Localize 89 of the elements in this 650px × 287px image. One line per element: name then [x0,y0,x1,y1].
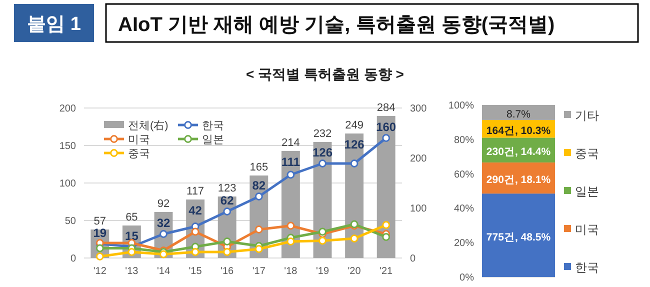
y-tick-label: 20% [454,238,474,250]
y-tick-label: 200 [59,104,76,114]
y2-tick-label: 200 [410,154,428,164]
point [128,248,136,256]
x-tick-label: '12 [93,266,107,277]
data-label: 62 [220,194,234,208]
data-label: 82 [252,178,266,192]
annotation: 붙임 1 [14,4,94,42]
legend-label: 중국 [128,148,150,160]
y-tick-label: 100 [59,178,76,190]
point [382,221,390,229]
bar [482,105,555,120]
data-label: 123 [218,182,236,194]
y2-tick-label: 0 [410,254,416,264]
y-tick-label: 40% [454,204,474,215]
legend-label: 일본 [575,184,599,198]
point [96,244,104,252]
point [382,134,390,142]
legend-label: 한국 [575,260,599,274]
bar [376,116,396,258]
point [286,170,295,179]
data-label: 126 [344,138,365,152]
point [160,250,168,258]
data-label: 775건, 48.5% [486,231,552,244]
point [382,233,390,241]
data-label: 160 [376,120,396,134]
chart-title: AIoT 기반 재해 예방 기술, 특허출원 동향(국적별) [118,14,555,36]
legend-label: 미국 [128,134,150,146]
x-tick-label: '20 [348,266,362,277]
point [350,160,358,168]
data-label: 65 [126,212,138,224]
y-tick-label: 100% [448,100,474,112]
y-tick-label: 80% [454,134,474,146]
bar [482,194,555,277]
data-label: 111 [281,155,300,169]
chart-subtitle: < 국적별 특허출원 동향 > [246,66,404,82]
point [286,222,295,230]
point [254,192,263,200]
data-label: 15 [125,228,139,243]
y-tick-label: 150 [59,141,76,152]
point [286,238,295,246]
legend-label: 기타 [575,108,599,122]
data-label: 214 [282,137,300,149]
y2-tick-label: 300 [410,104,428,114]
x-tick-label: '14 [156,266,170,277]
point [191,228,200,236]
data-label: 232 [313,128,332,140]
data-label: 290건, 18.1% [486,174,552,186]
y-tick-label: 0 [70,254,76,264]
point [318,228,326,236]
data-label: 92 [157,198,170,210]
point [350,234,358,242]
legend-label: 미국 [575,222,599,236]
point [318,160,326,168]
y-tick-label: 60% [454,169,474,180]
data-label: 42 [188,204,202,218]
point [254,226,263,234]
data-label: 164건, 10.3% [486,124,552,137]
legend-label: 중국 [575,146,599,160]
data-label: 32 [156,216,170,230]
y2-tick-label: 100 [410,204,428,214]
point [223,238,232,246]
data-label: 117 [186,186,204,198]
point [254,245,263,253]
y-tick-label: 0% [460,272,474,284]
point [160,230,168,238]
point [223,248,232,256]
x-tick-label: '19 [316,266,330,277]
legend-label: 한국 [202,120,224,132]
data-label: 57 [94,216,106,228]
y-tick-label: 50 [64,216,76,227]
x-tick-label: '21 [380,266,394,277]
x-tick-label: '17 [252,266,266,277]
point [318,236,326,245]
data-label: 19 [93,226,107,240]
data-label: 249 [345,120,364,132]
point [223,208,232,216]
x-tick-label: '16 [220,266,234,277]
point [96,252,104,260]
x-tick-label: '13 [125,266,139,277]
data-label: 284 [376,102,396,114]
x-tick-label: '18 [284,266,298,277]
data-label: 8.7% [506,108,530,120]
x-tick-label: '15 [188,266,202,277]
legend-label: 일본 [202,134,224,146]
data-label: 165 [250,162,268,174]
legend-label: 전체(右) [128,120,168,132]
data-label: 230건, 14.4% [486,146,552,158]
point [191,248,200,256]
